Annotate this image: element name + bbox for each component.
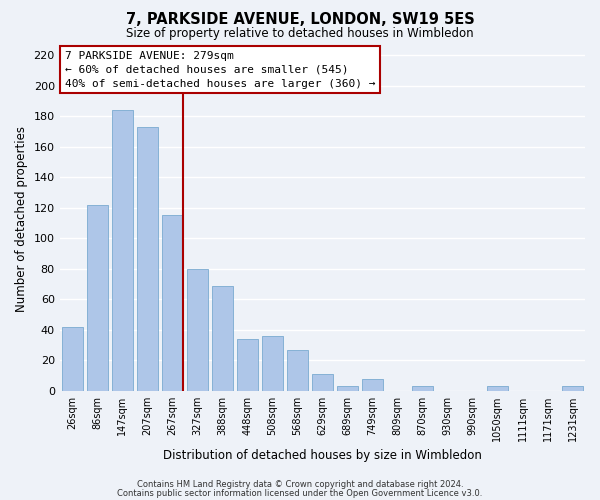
- Bar: [236, 339, 258, 391]
- X-axis label: Distribution of detached houses by size in Wimbledon: Distribution of detached houses by size …: [163, 450, 482, 462]
- Text: 7, PARKSIDE AVENUE, LONDON, SW19 5ES: 7, PARKSIDE AVENUE, LONDON, SW19 5ES: [125, 12, 475, 28]
- Text: Contains public sector information licensed under the Open Government Licence v3: Contains public sector information licen…: [118, 488, 482, 498]
- Bar: [287, 350, 308, 391]
- Bar: [212, 286, 233, 391]
- Text: 7 PARKSIDE AVENUE: 279sqm
← 60% of detached houses are smaller (545)
40% of semi: 7 PARKSIDE AVENUE: 279sqm ← 60% of detac…: [65, 51, 376, 89]
- Text: Size of property relative to detached houses in Wimbledon: Size of property relative to detached ho…: [126, 28, 474, 40]
- Bar: [487, 386, 508, 391]
- Bar: [62, 327, 83, 391]
- Bar: [112, 110, 133, 391]
- Bar: [312, 374, 333, 391]
- Text: Contains HM Land Registry data © Crown copyright and database right 2024.: Contains HM Land Registry data © Crown c…: [137, 480, 463, 489]
- Bar: [337, 386, 358, 391]
- Bar: [412, 386, 433, 391]
- Bar: [362, 378, 383, 391]
- Bar: [161, 216, 183, 391]
- Bar: [262, 336, 283, 391]
- Bar: [187, 269, 208, 391]
- Bar: [86, 204, 108, 391]
- Y-axis label: Number of detached properties: Number of detached properties: [15, 126, 28, 312]
- Bar: [137, 127, 158, 391]
- Bar: [562, 386, 583, 391]
